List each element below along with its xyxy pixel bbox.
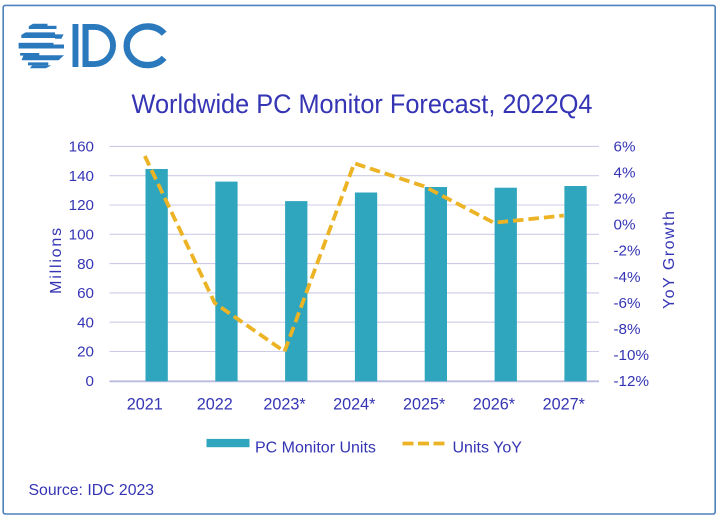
svg-text:160: 160 [69,139,94,156]
svg-text:4%: 4% [614,165,636,182]
svg-text:-6%: -6% [614,295,641,312]
svg-text:-8%: -8% [614,321,641,338]
svg-text:100: 100 [69,227,94,244]
svg-text:2023*: 2023* [263,396,306,414]
svg-text:Units YoY: Units YoY [453,440,523,457]
svg-text:2025*: 2025* [403,396,446,414]
svg-text:60: 60 [77,285,94,302]
svg-text:0: 0 [86,373,94,390]
svg-text:YoY Growth: YoY Growth [661,210,678,310]
svg-text:-10%: -10% [614,347,649,364]
svg-text:140: 140 [69,168,94,185]
svg-text:-4%: -4% [614,269,641,286]
svg-text:80: 80 [77,256,94,273]
svg-text:0%: 0% [614,217,636,234]
svg-text:120: 120 [69,197,94,214]
svg-text:2026*: 2026* [473,396,516,414]
svg-text:PC Monitor Units: PC Monitor Units [255,440,376,457]
svg-text:20: 20 [77,344,94,361]
svg-text:Worldwide PC Monitor Forecast,: Worldwide PC Monitor Forecast, 2022Q4 [132,88,593,119]
svg-text:2027*: 2027* [543,396,586,414]
svg-text:2021: 2021 [127,396,163,414]
svg-text:2024*: 2024* [333,396,376,414]
svg-text:2%: 2% [614,191,636,208]
svg-text:6%: 6% [614,139,636,156]
svg-text:Millions: Millions [48,226,65,294]
svg-text:-2%: -2% [614,243,641,260]
svg-text:Source: IDC 2023: Source: IDC 2023 [29,482,155,499]
svg-text:2022: 2022 [197,396,233,414]
svg-text:40: 40 [77,314,94,331]
svg-text:-12%: -12% [614,373,649,390]
